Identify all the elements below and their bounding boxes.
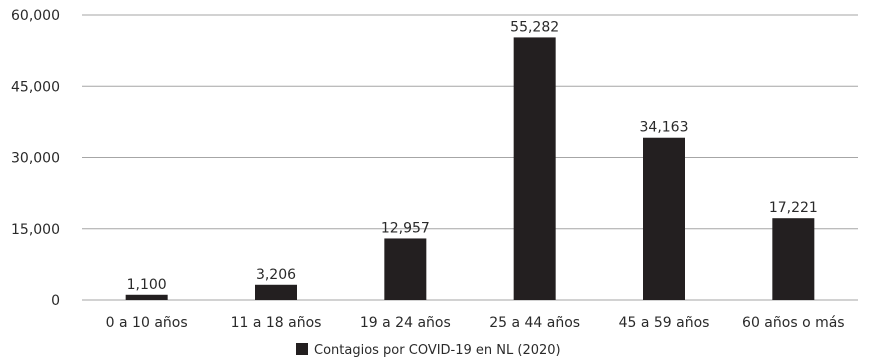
legend-label: Contagios por COVID-19 en NL (2020) — [314, 343, 561, 358]
legend-swatch — [296, 343, 308, 355]
data-label: 3,206 — [256, 267, 296, 283]
bar — [384, 238, 427, 300]
category-label: 11 a 18 años — [231, 315, 322, 331]
data-label: 12,957 — [381, 220, 430, 236]
y-tick-label: 45,000 — [11, 79, 60, 95]
legend: Contagios por COVID-19 en NL (2020) — [296, 343, 561, 358]
data-label: 55,282 — [510, 19, 559, 35]
y-tick-label: 15,000 — [11, 222, 60, 238]
bar — [772, 218, 815, 300]
category-label: 25 a 44 años — [489, 315, 580, 331]
category-label: 0 a 10 años — [106, 315, 188, 331]
bar — [643, 137, 685, 300]
category-label: 19 a 24 años — [360, 315, 451, 331]
data-label: 1,100 — [127, 277, 167, 293]
data-label: 34,163 — [640, 120, 689, 136]
bar — [125, 294, 168, 300]
grid-lines — [82, 14, 858, 301]
data-labels: 1,100 3,206 12,957 55,282 34,163 17,221 — [127, 19, 818, 292]
bar — [255, 284, 297, 300]
x-axis-category-labels: 0 a 10 años 11 a 18 años 19 a 24 años 25 a … — [106, 315, 845, 331]
y-tick-label: 0 — [51, 293, 60, 309]
y-tick-label: 30,000 — [11, 151, 60, 167]
bar — [513, 37, 556, 301]
data-label: 17,221 — [769, 200, 818, 216]
category-label: 60 años o más — [742, 315, 845, 331]
bars — [125, 37, 815, 301]
y-tick-label: 60,000 — [11, 8, 60, 24]
category-label: 45 a 59 años — [619, 315, 710, 331]
y-axis-tick-labels: 0 15,000 30,000 45,000 60,000 — [11, 8, 60, 309]
